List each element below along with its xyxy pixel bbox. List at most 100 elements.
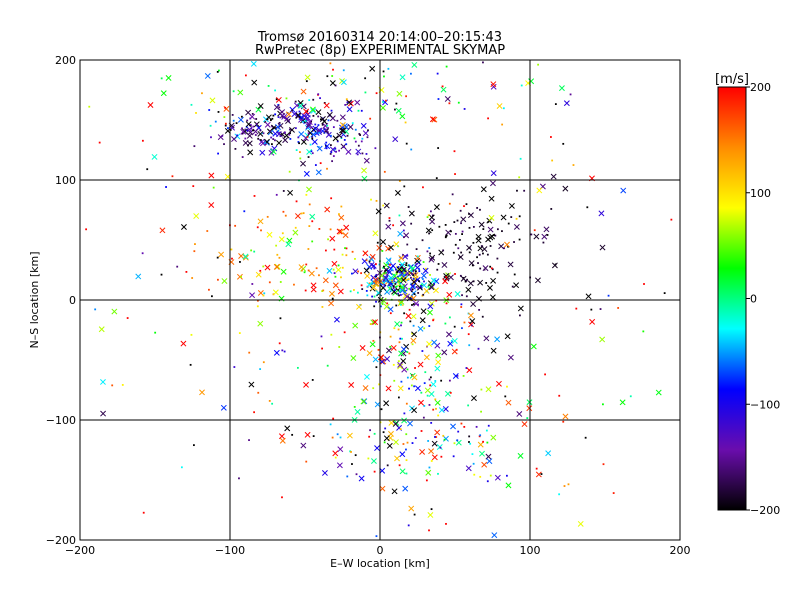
data-point-cross xyxy=(289,126,295,133)
data-point-dot xyxy=(472,280,475,283)
data-point-dot xyxy=(417,292,420,294)
data-point-dot xyxy=(365,259,368,262)
data-point-dot xyxy=(333,272,336,275)
data-point-cross xyxy=(430,277,437,284)
data-point-dot xyxy=(380,408,383,411)
data-point-cross xyxy=(287,189,294,196)
data-point-cross xyxy=(490,434,497,441)
data-point-dot xyxy=(384,271,387,274)
data-point-dot xyxy=(241,127,243,130)
data-point-cross xyxy=(246,126,253,133)
data-point-dot xyxy=(281,115,284,118)
data-point-dot xyxy=(482,440,484,443)
data-point-cross xyxy=(160,90,167,97)
data-point-cross xyxy=(246,140,253,147)
data-point-cross xyxy=(315,169,322,176)
data-point-cross xyxy=(300,160,306,167)
data-point-dot xyxy=(231,257,233,260)
data-point-dot xyxy=(562,420,565,423)
data-point-dot xyxy=(327,119,330,122)
data-point-cross xyxy=(368,261,375,268)
data-point-dot xyxy=(246,129,249,132)
data-point-dot xyxy=(320,118,322,121)
data-point-dot xyxy=(387,263,390,265)
data-point-cross xyxy=(281,113,288,120)
data-point-dot xyxy=(383,441,386,444)
data-point-dot xyxy=(520,84,523,87)
data-point-dot xyxy=(334,84,337,87)
data-point-cross xyxy=(411,331,418,338)
data-point-dot xyxy=(275,98,278,101)
data-point-dot xyxy=(195,112,197,114)
data-point-dot xyxy=(410,148,413,151)
data-point-dot xyxy=(353,405,356,408)
data-point-cross xyxy=(331,260,338,267)
data-point-dot xyxy=(516,189,518,192)
data-point-dot xyxy=(274,113,277,116)
data-point-dot xyxy=(478,435,481,438)
data-point-cross xyxy=(385,385,392,392)
data-point-cross xyxy=(380,238,387,245)
data-point-dot xyxy=(217,152,219,155)
data-point-cross xyxy=(435,359,442,366)
data-point-dot xyxy=(397,328,400,331)
data-point-cross xyxy=(242,253,249,260)
data-point-dot xyxy=(332,126,335,129)
data-point-cross xyxy=(441,349,448,356)
data-point-dot xyxy=(288,133,291,136)
data-point-dot xyxy=(457,430,460,433)
data-point-dot xyxy=(392,286,395,289)
data-point-dot xyxy=(430,460,433,462)
data-point-dot xyxy=(465,295,468,298)
data-point-dot xyxy=(575,307,578,310)
data-point-dot xyxy=(236,134,239,137)
data-point-dot xyxy=(412,303,415,305)
data-point-dot xyxy=(282,210,285,213)
data-point-cross xyxy=(209,97,216,104)
data-point-dot xyxy=(415,263,418,265)
chart-subtitle: RwPretec (8p) EXPERIMENTAL SKYMAP xyxy=(255,43,505,58)
data-point-cross xyxy=(402,292,409,299)
data-point-cross xyxy=(337,288,344,295)
data-point-dot xyxy=(284,214,287,217)
data-point-dot xyxy=(422,293,425,296)
data-point-dot xyxy=(376,241,379,244)
data-point-cross xyxy=(346,99,353,106)
data-point-cross xyxy=(386,442,393,449)
data-point-dot xyxy=(397,281,400,284)
data-point-dot xyxy=(437,472,439,475)
data-point-dot xyxy=(550,136,552,138)
data-point-cross xyxy=(513,223,520,230)
data-point-cross xyxy=(356,303,362,310)
data-point-dot xyxy=(194,243,196,246)
data-point-dot xyxy=(275,193,278,196)
data-point-dot xyxy=(382,265,385,268)
data-point-dot xyxy=(372,387,375,390)
data-point-cross xyxy=(392,136,399,143)
data-point-cross xyxy=(221,278,228,284)
data-point-dot xyxy=(435,407,437,410)
data-point-dot xyxy=(398,341,401,344)
data-point-cross xyxy=(391,488,398,495)
data-point-dot xyxy=(434,436,436,438)
data-point-dot xyxy=(206,230,209,232)
data-point-cross xyxy=(307,130,314,136)
data-point-cross xyxy=(294,213,301,219)
data-point-dot xyxy=(400,324,402,327)
data-point-dot xyxy=(160,77,163,80)
data-point-cross xyxy=(336,462,343,469)
data-point-dot xyxy=(422,186,424,189)
data-point-dot xyxy=(518,215,521,218)
data-point-dot xyxy=(602,463,605,466)
data-point-cross xyxy=(372,356,379,363)
data-point-cross xyxy=(419,448,426,455)
data-point-cross xyxy=(517,305,524,312)
data-point-dot xyxy=(458,239,461,241)
data-point-dot xyxy=(428,404,431,406)
data-point-dot xyxy=(400,303,402,306)
data-point-dot xyxy=(189,363,192,366)
data-point-dot xyxy=(336,140,339,143)
data-point-cross xyxy=(467,312,474,319)
data-point-dot xyxy=(252,125,255,128)
data-point-dot xyxy=(210,136,212,139)
